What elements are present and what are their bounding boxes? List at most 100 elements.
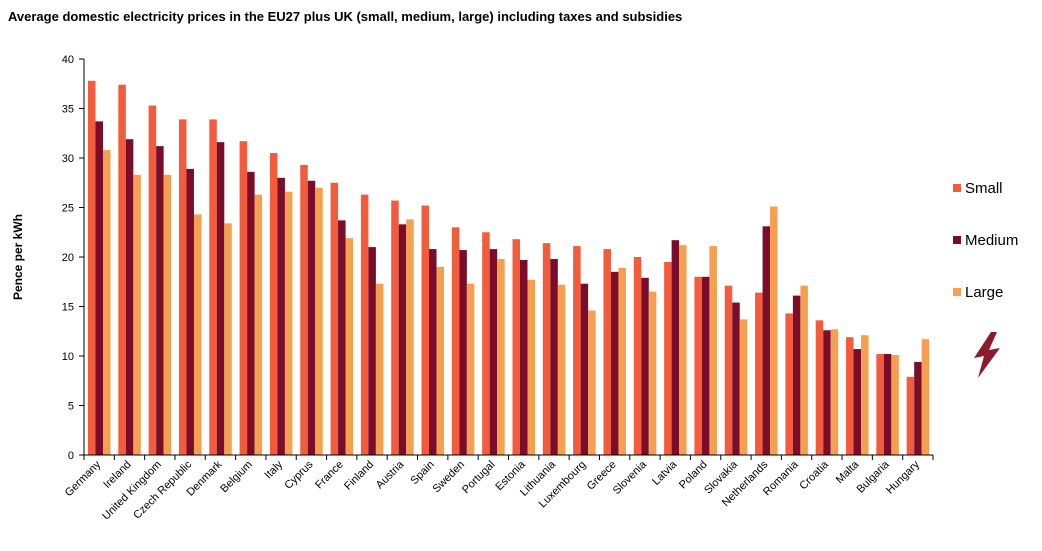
- y-tick-label: 10: [62, 351, 74, 363]
- bar-large-slovakia: [739, 319, 748, 455]
- bar-medium-croatia: [823, 330, 831, 455]
- bar-small-slovakia: [724, 285, 733, 455]
- y-tick-label: 15: [62, 302, 74, 314]
- bar-small-belgium: [239, 141, 248, 456]
- bar-large-poland: [709, 246, 717, 455]
- bar-small-france: [330, 182, 339, 455]
- bar-medium-poland: [701, 276, 710, 455]
- bar-medium-denmark: [216, 142, 225, 455]
- y-tick-label: 20: [62, 252, 74, 264]
- bar-medium-czech-republic: [186, 168, 194, 455]
- y-tick-label: 30: [62, 153, 74, 165]
- bar-small-germany: [88, 80, 96, 455]
- bar-small-greece: [603, 249, 611, 455]
- bar-medium-germany: [95, 121, 103, 456]
- x-tick-label: Finland: [342, 459, 376, 493]
- bar-small-malta: [846, 337, 854, 455]
- bar-small-croatia: [815, 320, 824, 455]
- bar-medium-belgium: [247, 171, 255, 456]
- bar-large-latvia: [679, 245, 687, 455]
- bar-medium-portugal: [489, 249, 498, 455]
- bar-large-lithuania: [557, 284, 566, 455]
- bar-medium-ireland: [125, 139, 134, 455]
- bar-large-germany: [103, 150, 111, 455]
- bar-small-luxembourg: [573, 246, 581, 455]
- x-tick-label: Italy: [262, 458, 285, 481]
- bar-large-slovenia: [648, 291, 657, 455]
- bar-small-latvia: [664, 261, 672, 455]
- bar-large-cyprus: [315, 187, 323, 455]
- bar-large-bulgaria: [891, 355, 899, 455]
- bar-medium-cyprus: [307, 180, 316, 455]
- bar-small-slovenia: [633, 257, 642, 455]
- bar-medium-latvia: [671, 240, 680, 455]
- bar-medium-luxembourg: [580, 283, 589, 455]
- bar-medium-greece: [610, 271, 619, 455]
- bar-large-hungary: [921, 339, 930, 455]
- bar-medium-slovenia: [641, 277, 649, 455]
- bar-medium-finland: [368, 247, 376, 455]
- bar-small-netherlands: [755, 292, 763, 455]
- bar-medium-estonia: [520, 259, 528, 455]
- bar-large-spain: [436, 266, 445, 455]
- lightning-bolt-icon: [974, 332, 1000, 378]
- bar-large-finland: [375, 283, 384, 455]
- bar-medium-malta: [853, 349, 862, 455]
- bar-large-malta: [861, 335, 869, 455]
- bar-large-denmark: [224, 223, 232, 455]
- legend-label-medium: Medium: [965, 231, 1019, 249]
- bar-small-sweden: [451, 227, 460, 455]
- bar-large-croatia: [830, 329, 839, 455]
- bar-large-austria: [406, 219, 414, 455]
- bar-medium-slovakia: [732, 302, 740, 455]
- bar-large-romania: [800, 285, 808, 455]
- x-tick-label: Belgium: [218, 459, 255, 496]
- legend-label-large: Large: [965, 283, 1004, 301]
- x-tick-label: Cyprus: [282, 458, 315, 491]
- bar-large-portugal: [497, 258, 505, 455]
- x-tick-label: Austria: [374, 458, 407, 491]
- bar-large-belgium: [254, 194, 263, 455]
- bar-large-czech-republic: [193, 214, 202, 455]
- y-tick-label: 40: [62, 54, 74, 66]
- bar-small-united-kingdom: [148, 105, 157, 455]
- x-tick-label: Germany: [63, 458, 104, 499]
- y-tick-label: 35: [62, 104, 74, 116]
- bar-large-ireland: [133, 174, 141, 455]
- y-axis-label: Pence per kWh: [11, 214, 25, 300]
- bar-medium-hungary: [914, 361, 922, 455]
- x-tick-label: Malta: [834, 458, 862, 486]
- bar-small-denmark: [209, 119, 217, 455]
- bar-medium-france: [338, 220, 346, 455]
- x-tick-label: Portugal: [460, 459, 497, 496]
- bar-medium-italy: [277, 177, 285, 456]
- legend-item-small: Small: [953, 178, 1003, 198]
- bar-small-poland: [694, 276, 702, 455]
- bar-large-italy: [284, 191, 293, 455]
- bar-small-czech-republic: [178, 119, 187, 455]
- bar-medium-lithuania: [550, 258, 558, 455]
- legend-label-small: Small: [965, 179, 1003, 197]
- bar-medium-austria: [398, 224, 407, 455]
- bar-medium-united-kingdom: [156, 146, 164, 455]
- legend-swatch-small: [953, 184, 961, 192]
- legend-swatch-large: [953, 288, 961, 296]
- bar-medium-bulgaria: [883, 354, 892, 455]
- bar-large-luxembourg: [588, 310, 596, 455]
- bar-medium-sweden: [459, 250, 467, 455]
- x-tick-label: Spain: [408, 459, 436, 487]
- x-tick-label: France: [313, 459, 346, 492]
- bar-small-romania: [785, 313, 793, 455]
- legend-item-large: Large: [953, 282, 1003, 302]
- chart-title: Average domestic electricity prices in t…: [8, 9, 683, 24]
- bar-small-lithuania: [542, 243, 551, 455]
- x-tick-label: Croatia: [797, 458, 831, 492]
- bar-small-austria: [391, 200, 399, 455]
- bar-large-greece: [618, 267, 626, 455]
- bar-small-hungary: [906, 376, 915, 455]
- bar-small-portugal: [482, 232, 490, 455]
- bar-large-estonia: [527, 279, 535, 455]
- y-tick-label: 5: [68, 401, 74, 413]
- y-tick-label: 0: [68, 450, 74, 462]
